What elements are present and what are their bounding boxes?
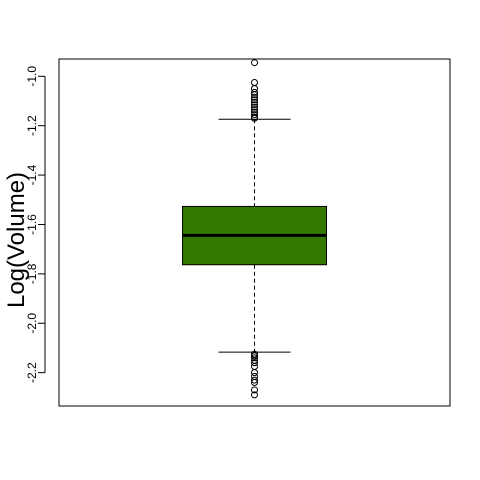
y-tick-label: -2.0 — [25, 313, 39, 334]
y-tick-label: -1.0 — [25, 66, 39, 87]
outlier-point — [252, 60, 258, 66]
box-layer — [183, 119, 327, 352]
y-tick-label: -2.2 — [25, 362, 39, 383]
outlier-point — [252, 363, 258, 369]
y-tick-label: -1.2 — [25, 115, 39, 136]
outlier-point — [252, 79, 258, 85]
y-axis-title: Log(Volume) — [3, 172, 30, 308]
